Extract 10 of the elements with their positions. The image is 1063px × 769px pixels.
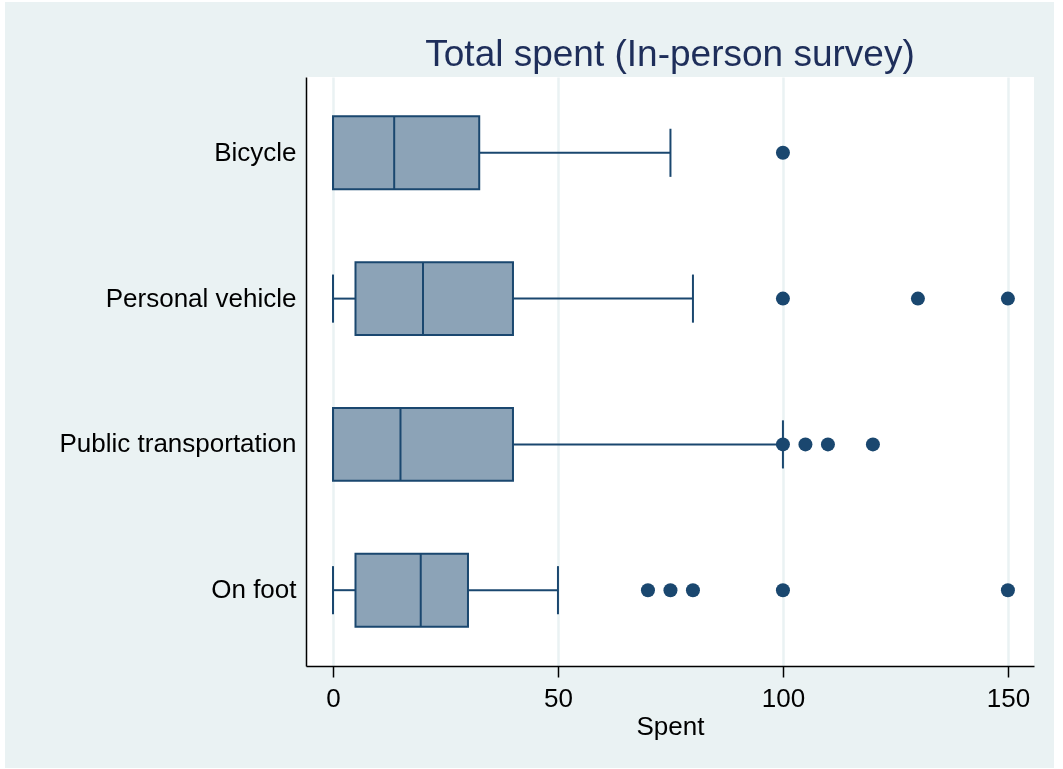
x-tick-label: 150 (986, 682, 1031, 713)
y-tick-label: Public transportation (59, 428, 297, 459)
x-tick-label: 50 (544, 682, 573, 713)
y-tick-label: Bicycle (214, 136, 297, 167)
x-tick-label: 0 (326, 682, 341, 713)
y-tick-label: Personal vehicle (105, 282, 297, 313)
x-axis-title: Spent (636, 710, 706, 741)
x-tick-label: 100 (761, 682, 806, 713)
y-tick-label: On foot (211, 574, 298, 605)
chart-title: Total spent (In-person survey) (425, 33, 915, 74)
